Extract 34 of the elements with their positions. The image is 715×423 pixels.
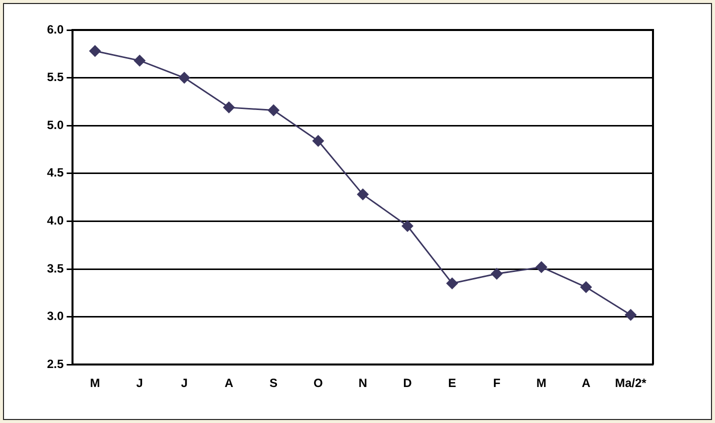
y-tick-label: 2.5 xyxy=(46,356,64,371)
y-tick-label: 5.5 xyxy=(46,70,64,84)
x-tick-label: A xyxy=(224,376,234,390)
x-tick-label: D xyxy=(403,376,412,390)
point xyxy=(356,188,369,200)
y-tick-label: 3.5 xyxy=(46,261,64,276)
x-tick-label: O xyxy=(314,376,323,390)
x-tick-label: J xyxy=(180,376,188,390)
x-tick-label: F xyxy=(493,376,500,390)
point xyxy=(446,277,458,290)
point xyxy=(490,268,503,280)
y-tick-label: 4.0 xyxy=(46,214,64,228)
x-tick-label: E xyxy=(448,376,456,390)
point xyxy=(222,101,235,114)
x-tick-label: N xyxy=(358,376,368,390)
point xyxy=(89,45,101,58)
y-tick-label: 3.0 xyxy=(46,309,64,324)
x-tick-label: M xyxy=(536,376,546,390)
x-tick-label: Ma/2* xyxy=(615,376,647,390)
point xyxy=(624,308,637,321)
point xyxy=(535,261,548,274)
y-tick-label: 6.0 xyxy=(46,22,64,36)
point xyxy=(178,72,190,84)
point xyxy=(401,220,414,232)
x-tick-label: M xyxy=(90,376,100,390)
x-tick-label: J xyxy=(136,376,143,390)
y-tick-label: 5.0 xyxy=(46,118,64,132)
point xyxy=(312,134,324,147)
y-tick-label: 4.5 xyxy=(46,166,64,180)
point xyxy=(268,104,280,116)
point xyxy=(134,54,146,67)
point xyxy=(580,281,592,294)
x-tick-label: S xyxy=(270,376,278,390)
x-tick-label: A xyxy=(582,376,591,390)
